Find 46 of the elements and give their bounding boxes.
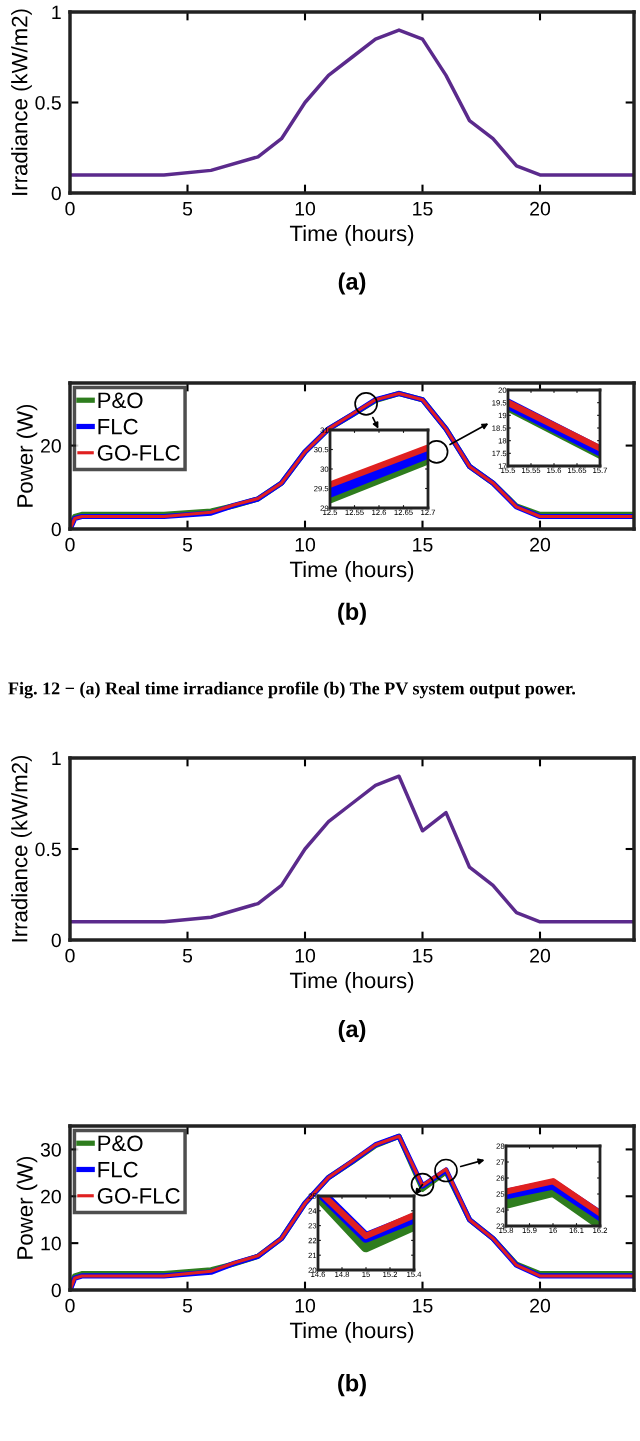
x-tick-label: 0 bbox=[65, 201, 75, 216]
x-axis-title: Time (hours) bbox=[289, 561, 414, 582]
x-tick-label: 15 bbox=[413, 949, 433, 963]
legend-label: GO-FLC bbox=[97, 1188, 180, 1204]
y-tick-label: 0 bbox=[51, 522, 61, 537]
legend-label: P&O bbox=[98, 1135, 143, 1152]
x-axis-title: Time (hours) bbox=[289, 1322, 414, 1343]
y-tick-label: 20 bbox=[41, 439, 61, 453]
x-tick-label: 0 bbox=[65, 537, 75, 552]
y-axis-title: Irradiance (kW/m2) bbox=[11, 755, 32, 942]
x-tick-label: 5 bbox=[182, 949, 193, 963]
x-tick-label: 20 bbox=[530, 537, 551, 552]
y-axis-title: Power (W) bbox=[16, 1156, 38, 1259]
text: (b) bbox=[338, 1374, 366, 1397]
x-tick-label: 20 bbox=[530, 201, 551, 216]
caption: Fig. 12 − (a) Real time irradiance profile (b) The PV system output power. bbox=[8, 681, 576, 699]
x-tick-label: 15 bbox=[413, 538, 433, 552]
x-tick-label: 15 bbox=[413, 202, 433, 216]
legend-label: FLC bbox=[98, 1161, 138, 1178]
legend-label: FLC bbox=[98, 418, 138, 435]
y-tick-label: 1 bbox=[52, 751, 61, 766]
x-axis-title: Time (hours) bbox=[289, 972, 414, 993]
x-tick-label: 5 bbox=[182, 1299, 193, 1313]
y-tick-label: 0.5 bbox=[35, 95, 61, 110]
text: (a) bbox=[338, 272, 366, 295]
legend-label: P&O bbox=[98, 392, 143, 409]
legend-label: GO-FLC bbox=[97, 445, 180, 461]
x-tick-label: 0 bbox=[65, 1298, 75, 1313]
y-tick-label: 0.5 bbox=[35, 842, 61, 857]
y-tick-label: 30 bbox=[40, 1142, 61, 1157]
x-axis-title: Time (hours) bbox=[289, 225, 414, 246]
x-tick-label: 5 bbox=[182, 538, 193, 552]
y-tick-label: 1 bbox=[52, 5, 61, 20]
y-axis-title: Power (W) bbox=[16, 404, 38, 507]
x-tick-label: 15 bbox=[413, 1299, 433, 1313]
x-tick-label: 0 bbox=[65, 948, 75, 963]
x-tick-label: 20 bbox=[530, 948, 551, 963]
y-axis-title: Irradiance (kW/m2) bbox=[11, 9, 32, 195]
y-tick-label: 0 bbox=[51, 933, 61, 948]
y-tick-label: 20 bbox=[41, 1189, 61, 1204]
text: (b) bbox=[338, 602, 366, 625]
y-tick-label: 0 bbox=[51, 1283, 61, 1298]
y-tick-label: 0 bbox=[51, 186, 61, 201]
x-tick-label: 20 bbox=[530, 1298, 551, 1313]
x-tick-label: 5 bbox=[182, 202, 193, 216]
text: (a) bbox=[338, 1019, 366, 1043]
